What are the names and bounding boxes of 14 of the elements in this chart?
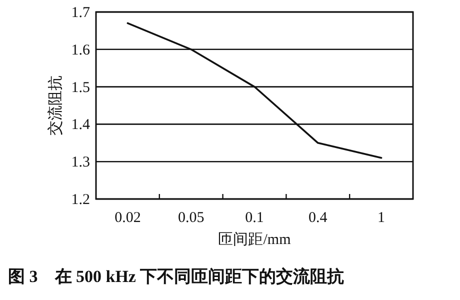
x-tick-label: 0.02 — [114, 210, 141, 226]
y-tick-label: 1.7 — [71, 5, 90, 21]
y-axis-title: 交流阻抗 — [47, 76, 64, 136]
y-tick-label: 1.5 — [71, 80, 90, 96]
x-axis-title: 匝间距/mm — [218, 231, 292, 248]
x-tick-label: 0.4 — [308, 210, 328, 226]
y-tick-label: 1.6 — [71, 42, 90, 58]
x-tick-label: 0.05 — [178, 210, 204, 226]
text: 图 3 在 500 kHz 下不同匝间距下的交流阻抗 — [8, 267, 344, 286]
y-tick-label: 1.2 — [71, 192, 90, 208]
y-tick-label: 1.4 — [71, 117, 90, 134]
x-tick-label: 0.1 — [245, 210, 264, 226]
y-tick-label: 1.3 — [71, 154, 90, 171]
x-tick-label: 1 — [378, 210, 386, 226]
